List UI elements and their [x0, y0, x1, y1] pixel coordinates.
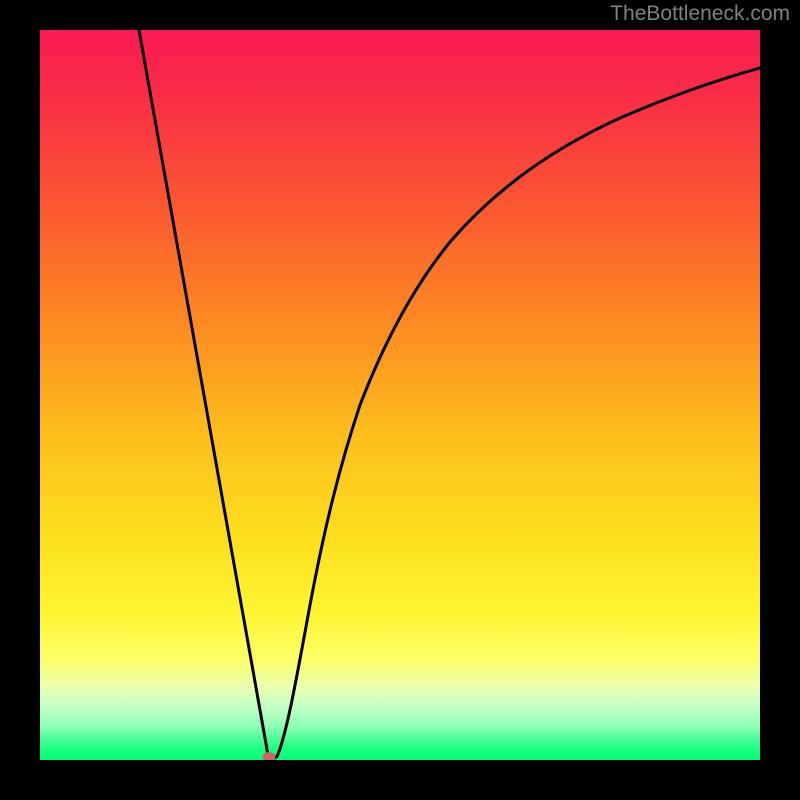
plot-area	[40, 30, 760, 760]
gradient-background	[40, 30, 760, 760]
watermark-text: TheBottleneck.com	[610, 2, 790, 26]
chart-container: TheBottleneck.com	[0, 0, 800, 800]
chart-svg	[40, 30, 760, 760]
